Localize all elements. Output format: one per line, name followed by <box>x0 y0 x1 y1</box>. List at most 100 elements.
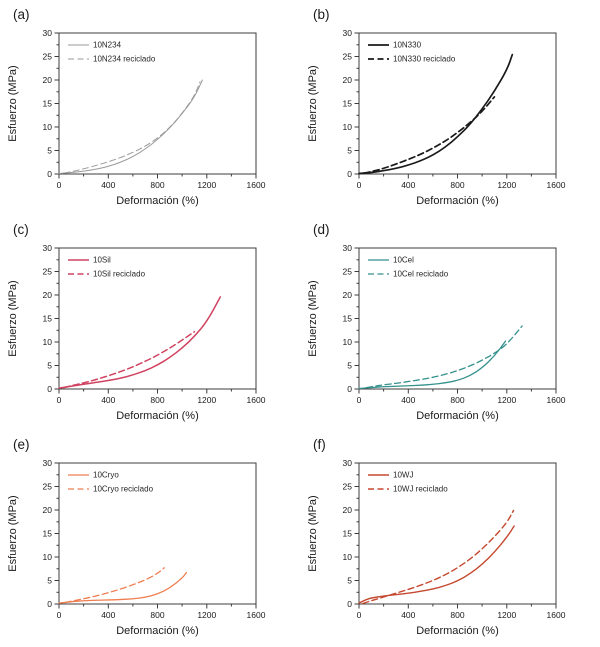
x-tick-label: 800 <box>450 610 464 620</box>
x-tick-label: 800 <box>150 395 164 405</box>
y-tick-label: 30 <box>43 458 53 468</box>
y-tick-label: 25 <box>43 482 53 492</box>
x-tick-label: 1600 <box>247 180 266 190</box>
panel-letter-d: (d) <box>313 222 330 237</box>
axis-ticks <box>54 462 257 609</box>
plot-panel-b: 0 400 800 1200 1600 0 5 10 15 20 25 30 Deformación (… <box>307 28 566 207</box>
y-tick-label: 30 <box>343 243 353 253</box>
y-tick-label: 25 <box>343 52 353 62</box>
x-tick-label: 400 <box>101 610 115 620</box>
y-tick-label: 20 <box>343 75 353 85</box>
legend-label: 10Cryo reciclado <box>93 485 154 494</box>
y-tick-label: 20 <box>43 505 53 515</box>
x-tick-label: 0 <box>357 610 362 620</box>
legend: 10Sil 10Sil reciclado <box>68 256 146 279</box>
legend: 10N234 10N234 reciclado <box>68 41 156 64</box>
curve-10n234 <box>58 79 203 174</box>
y-axis-title: Esfuerzo (MPa) <box>307 280 319 356</box>
plot-frame <box>58 462 257 605</box>
x-tick-label: 400 <box>401 610 415 620</box>
y-tick-label: 15 <box>343 529 353 539</box>
y-tick-label: 20 <box>343 290 353 300</box>
legend-label: 10Cel reciclado <box>393 270 449 279</box>
y-tick-label: 5 <box>47 576 52 586</box>
x-tick-label: 400 <box>401 395 415 405</box>
panel-letter-c: (c) <box>13 222 29 237</box>
y-tick-label: 0 <box>347 384 352 394</box>
y-axis-title: Esfuerzo (MPa) <box>307 65 319 141</box>
y-tick-label: 15 <box>43 529 53 539</box>
panel-f: (f) 0 400 800 1200 1600 0 5 10 15 20 25 30 Deformaci… <box>300 430 600 647</box>
x-tick-label: 1200 <box>197 395 216 405</box>
curve-10cel <box>358 340 507 390</box>
x-tick-label: 0 <box>57 180 62 190</box>
x-tick-label: 1600 <box>547 180 566 190</box>
y-tick-label: 5 <box>347 576 352 586</box>
x-axis-title: Deformación (%) <box>116 195 199 207</box>
x-tick-label: 1200 <box>497 395 516 405</box>
y-tick-label: 5 <box>47 361 52 371</box>
legend-label: 10WJ reciclado <box>393 485 448 494</box>
curve-10cel-reciclado <box>365 325 523 389</box>
y-tick-label: 10 <box>343 552 353 562</box>
y-tick-label: 10 <box>343 337 353 347</box>
x-tick-label: 400 <box>101 180 115 190</box>
axis-ticks <box>354 247 557 394</box>
x-tick-label: 1200 <box>497 610 516 620</box>
x-tick-label: 800 <box>150 610 164 620</box>
x-axis-title: Deformación (%) <box>116 410 199 422</box>
x-tick-label: 1600 <box>247 395 266 405</box>
y-tick-label: 10 <box>343 122 353 132</box>
axis-tick-labels: 0 400 800 1200 1600 0 5 10 15 20 25 30 <box>343 458 566 620</box>
y-tick-label: 5 <box>47 146 52 156</box>
panel-d: (d) 0 400 800 1200 1600 0 5 10 15 20 25 30 Deformaci… <box>300 215 600 430</box>
curve-10wj <box>358 525 515 604</box>
panel-b: (b) 0 400 800 1200 1600 0 5 10 15 20 25 30 Deformaci… <box>300 0 600 215</box>
y-axis-title: Esfuerzo (MPa) <box>7 495 19 571</box>
x-tick-label: 400 <box>401 180 415 190</box>
panel-letter-f: (f) <box>313 437 326 452</box>
axis-ticks <box>354 462 557 609</box>
axis-tick-labels: 0 400 800 1200 1600 0 5 10 15 20 25 30 <box>343 243 566 405</box>
plot-frame <box>58 247 257 390</box>
x-tick-label: 1200 <box>497 180 516 190</box>
curve-10n330-reciclado <box>363 96 496 174</box>
panel-c: (c) 0 400 800 1200 1600 0 5 10 15 20 25 30 Deformaci… <box>0 215 300 430</box>
x-axis-title: Deformación (%) <box>416 625 499 637</box>
y-tick-label: 20 <box>43 75 53 85</box>
legend-label: 10N234 <box>93 41 122 50</box>
axis-tick-labels: 0 400 800 1200 1600 0 5 10 15 20 25 30 <box>43 243 266 405</box>
curve-10wj-reciclado <box>362 509 515 605</box>
y-tick-label: 5 <box>347 146 352 156</box>
axis-tick-labels: 0 400 800 1200 1600 0 5 10 15 20 25 30 <box>43 28 266 190</box>
plot-area: 0 400 800 1200 1600 0 5 10 15 20 25 30 Deformación (… <box>307 243 566 422</box>
y-tick-label: 5 <box>347 361 352 371</box>
x-tick-label: 800 <box>450 180 464 190</box>
plot-frame <box>358 462 557 605</box>
legend-label: 10Cryo <box>93 471 119 480</box>
x-tick-label: 0 <box>57 610 62 620</box>
plot-panel-f: 0 400 800 1200 1600 0 5 10 15 20 25 30 Deformación (… <box>307 458 566 637</box>
y-tick-label: 15 <box>343 99 353 109</box>
x-axis-title: Deformación (%) <box>416 195 499 207</box>
legend: 10Cryo 10Cryo reciclado <box>68 471 154 494</box>
plot-panel-e: 0 400 800 1200 1600 0 5 10 15 20 25 30 Deformación (… <box>7 458 266 637</box>
x-tick-label: 0 <box>57 395 62 405</box>
panel-letter-e: (e) <box>13 437 30 452</box>
y-tick-label: 25 <box>343 267 353 277</box>
y-axis-title: Esfuerzo (MPa) <box>307 495 319 571</box>
axis-ticks <box>54 247 257 394</box>
plot-area: 0 400 800 1200 1600 0 5 10 15 20 25 30 Deformación (… <box>7 243 266 422</box>
x-tick-label: 800 <box>450 395 464 405</box>
curve-10n330 <box>358 53 514 175</box>
curve-10sil <box>58 296 222 389</box>
y-tick-label: 30 <box>343 28 353 38</box>
plot-area: 0 400 800 1200 1600 0 5 10 15 20 25 30 Deformación (… <box>7 28 266 207</box>
y-tick-label: 25 <box>43 267 53 277</box>
curve-10sil-reciclado <box>63 330 196 389</box>
y-tick-label: 15 <box>343 314 353 324</box>
x-tick-label: 1600 <box>547 395 566 405</box>
plot-panel-a: 0 400 800 1200 1600 0 5 10 15 20 25 30 Deformación (… <box>7 28 266 207</box>
legend-label: 10N234 reciclado <box>93 55 156 64</box>
